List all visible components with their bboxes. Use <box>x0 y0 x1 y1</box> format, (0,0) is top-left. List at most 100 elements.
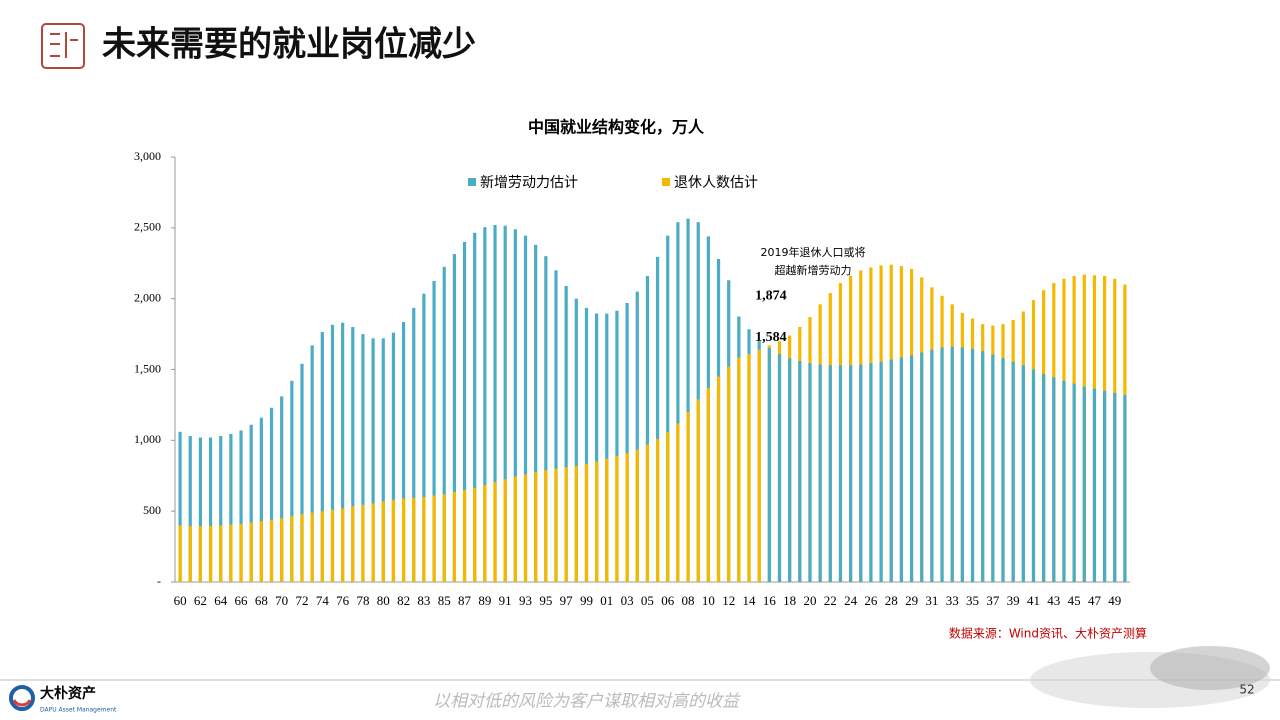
bar <box>188 526 192 582</box>
y-tick-label: 3,000 <box>134 149 161 163</box>
bar <box>269 519 274 582</box>
x-tick-label: 99 <box>580 593 593 608</box>
bar <box>503 479 507 582</box>
x-tick-label: 43 <box>1047 593 1060 608</box>
bar <box>615 455 619 582</box>
bar <box>960 347 964 582</box>
x-tick-label: 60 <box>174 593 187 608</box>
bar <box>513 229 517 582</box>
x-tick-label: 18 <box>783 593 796 608</box>
x-tick-label: 72 <box>295 593 308 608</box>
bar <box>554 270 558 582</box>
bar <box>219 525 223 582</box>
data-label: 1,874 <box>755 289 787 304</box>
x-tick-label: 80 <box>377 593 390 608</box>
x-tick-label: 12 <box>722 593 735 608</box>
bar <box>1031 369 1036 582</box>
y-tick-label: - <box>157 574 161 588</box>
x-tick-label: 97 <box>560 593 574 608</box>
bar <box>564 467 568 582</box>
bar <box>412 307 416 582</box>
bar <box>239 523 243 582</box>
bar <box>554 468 558 582</box>
data-label: 1,584 <box>755 330 787 345</box>
x-tick-label: 74 <box>316 593 330 608</box>
bar <box>1082 386 1086 582</box>
bar <box>727 366 731 582</box>
bar <box>249 522 253 582</box>
bar <box>950 346 954 582</box>
bar <box>818 364 822 582</box>
legend-swatch <box>468 178 476 186</box>
bar <box>320 511 324 582</box>
bar <box>1011 361 1015 582</box>
bar <box>534 244 538 583</box>
footer-slogan: 以相对低的风险为客户谋取相对高的收益 <box>433 692 741 712</box>
y-tick-label: 1,500 <box>134 361 161 375</box>
bar <box>178 431 182 582</box>
bar <box>869 363 873 582</box>
x-tick-label: 45 <box>1068 593 1081 608</box>
bar <box>1113 392 1117 582</box>
bar <box>1123 395 1127 582</box>
x-tick-label: 64 <box>214 593 228 608</box>
bar <box>483 484 487 582</box>
bar <box>696 399 700 582</box>
bar <box>422 497 426 582</box>
x-tick-label: 37 <box>986 593 1000 608</box>
bar <box>970 348 975 582</box>
x-tick-label: 70 <box>275 593 288 608</box>
bar <box>920 352 924 582</box>
x-tick-label: 35 <box>966 593 979 608</box>
bar <box>534 472 538 582</box>
bar <box>452 254 456 582</box>
bar <box>341 322 345 582</box>
x-tick-label: 83 <box>417 593 430 608</box>
bar <box>544 470 548 582</box>
bar <box>544 256 548 582</box>
bar <box>361 334 365 582</box>
bar <box>198 437 202 582</box>
bar <box>574 298 578 582</box>
bar <box>879 361 883 582</box>
x-tick-label: 28 <box>885 593 898 608</box>
x-tick-label: 01 <box>600 593 613 608</box>
bar <box>442 266 446 582</box>
bar <box>198 526 202 582</box>
bar <box>655 256 660 582</box>
bar <box>208 437 213 582</box>
annotation: 2019年退休人口或将 <box>761 245 866 259</box>
bar <box>1042 373 1046 582</box>
bar <box>574 465 578 582</box>
bar <box>330 324 335 582</box>
bar <box>930 349 934 582</box>
bar <box>290 380 294 582</box>
bar <box>280 396 284 582</box>
bar <box>351 327 355 582</box>
bar <box>493 225 497 582</box>
bar <box>208 526 213 582</box>
bar <box>371 503 375 582</box>
x-tick-label: 49 <box>1108 593 1121 608</box>
bar <box>310 345 314 582</box>
bar <box>1062 380 1066 582</box>
bar <box>188 436 192 582</box>
x-tick-label: 76 <box>336 593 350 608</box>
bar <box>320 331 324 582</box>
x-tick-label: 39 <box>1007 593 1020 608</box>
bar <box>849 365 853 582</box>
bar <box>645 444 650 582</box>
bar <box>655 438 660 582</box>
bar <box>1001 358 1005 582</box>
x-tick-label: 08 <box>682 593 695 608</box>
bar <box>351 506 355 582</box>
footer-logo-mark <box>9 685 35 711</box>
page-number: 52 <box>1239 683 1254 697</box>
x-tick-label: 29 <box>905 593 918 608</box>
bar <box>341 508 345 582</box>
bar <box>300 514 304 582</box>
bar <box>788 358 792 582</box>
bar <box>838 365 843 582</box>
bar <box>462 489 467 582</box>
x-tick-label: 26 <box>864 593 878 608</box>
